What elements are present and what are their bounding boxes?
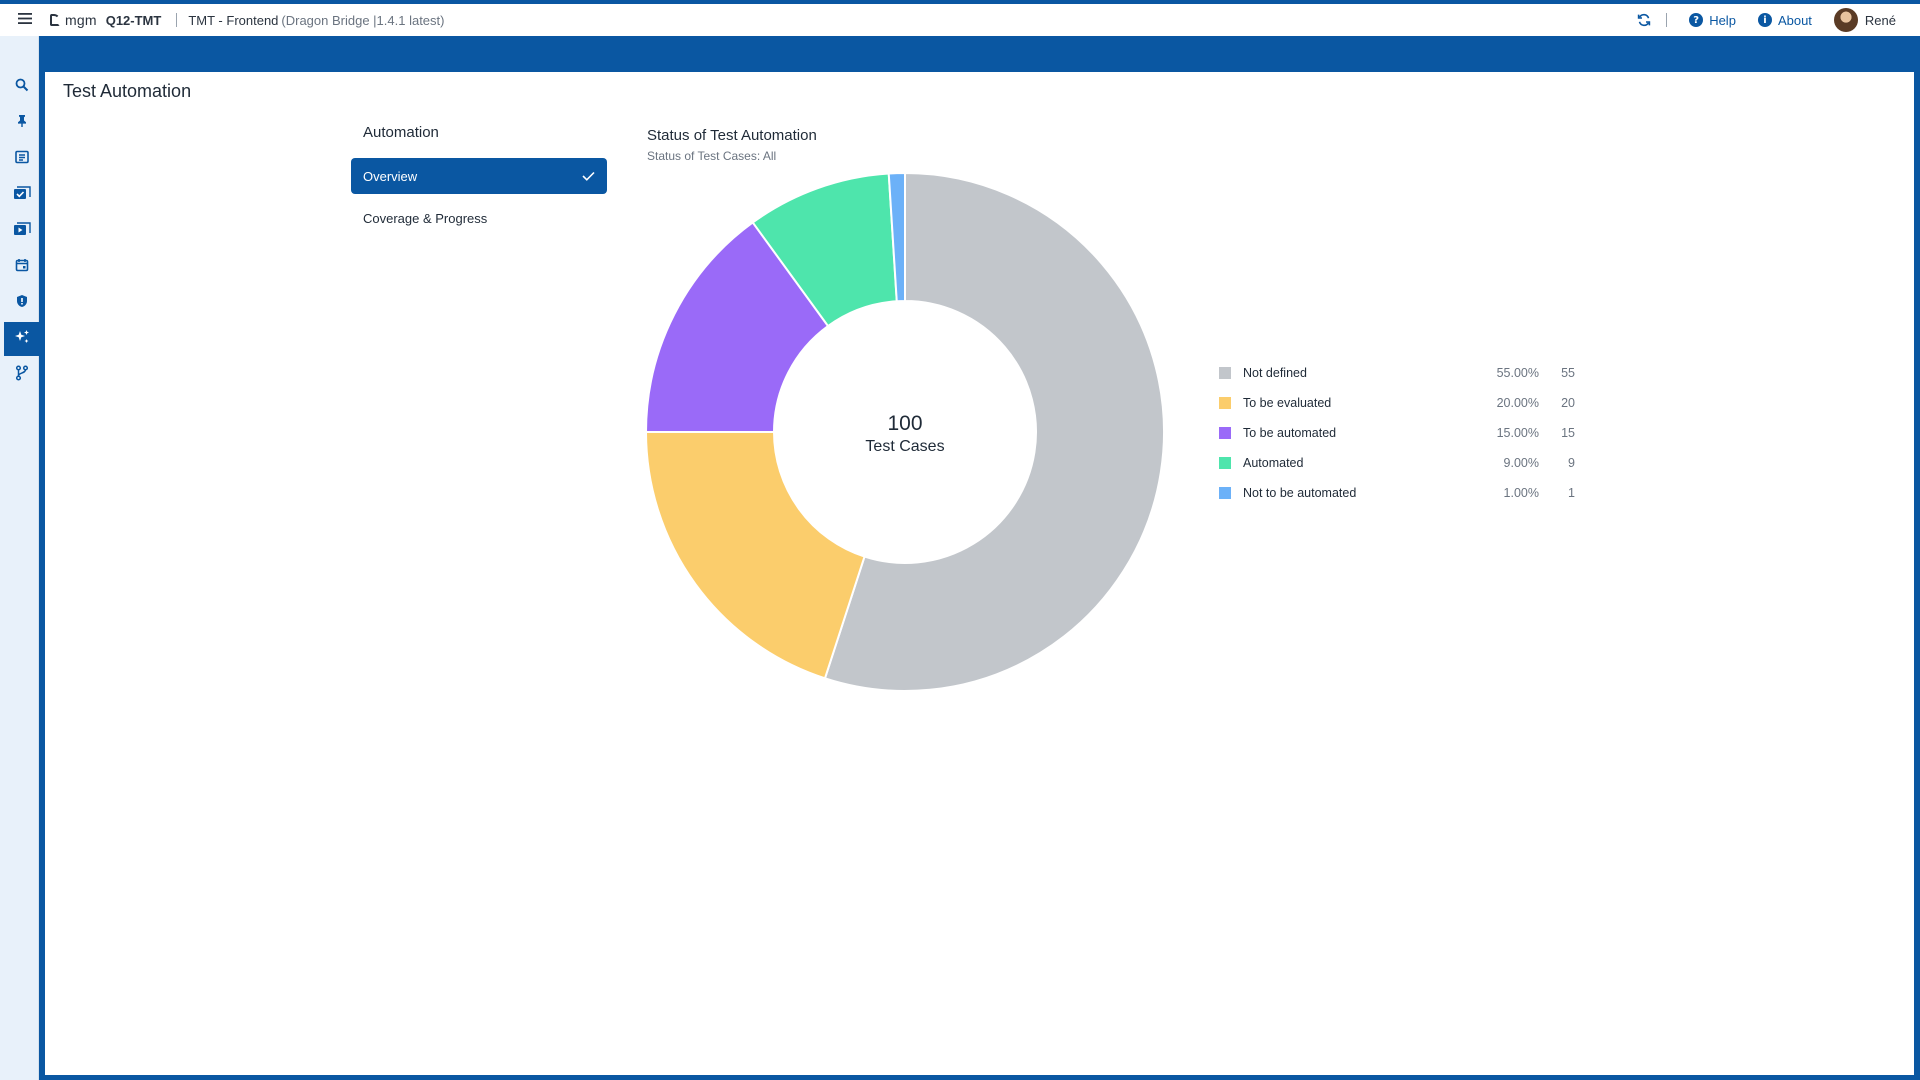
branch-icon — [15, 364, 29, 386]
grid-icon — [14, 150, 29, 169]
legend-label: Not defined — [1243, 366, 1307, 380]
product-name: Q12-TMT — [105, 12, 162, 28]
sidebar-item-search[interactable] — [4, 70, 39, 104]
avatar[interactable] — [1833, 8, 1858, 32]
project-version: (Dragon Bridge |1.4.1 latest) — [281, 12, 445, 28]
info-icon: i — [1757, 13, 1772, 27]
about-label: About — [1777, 12, 1812, 28]
donut-slice-not-defined[interactable] — [823, 172, 1165, 692]
user-name[interactable]: René — [1864, 12, 1896, 28]
legend-count: 15 — [1561, 426, 1575, 440]
sidebar — [0, 36, 39, 1080]
nav-item-coverage-progress[interactable]: Coverage & Progress — [351, 200, 607, 236]
header-actions: ? Help i About René — [1636, 4, 1896, 36]
chart-title: Status of Test Automation — [647, 127, 817, 144]
chart-subtitle: Status of Test Cases: All — [647, 149, 777, 163]
automation-nav-header: Automation — [363, 124, 439, 141]
app-logo[interactable]: mgm Q12-TMT — [50, 12, 161, 28]
page-header-band — [39, 36, 1920, 72]
help-link[interactable]: ? Help — [1689, 13, 1736, 28]
legend-label: To be evaluated — [1243, 396, 1332, 410]
legend-item[interactable]: Automated 9.00% 9 — [1219, 448, 1599, 478]
nav-item-label: Overview — [363, 168, 418, 184]
check-icon — [582, 169, 595, 184]
calendar-icon — [15, 258, 29, 277]
search-icon — [15, 78, 29, 97]
legend-label: Automated — [1243, 456, 1304, 470]
sidebar-item-test-specification[interactable] — [4, 142, 39, 176]
nav-item-overview[interactable]: Overview — [351, 158, 607, 194]
legend-count: 1 — [1568, 486, 1575, 500]
nav-item-label: Coverage & Progress — [363, 210, 488, 226]
logo-text: mgm — [65, 12, 97, 28]
shield-icon — [15, 294, 29, 313]
donut-slice-to-be-automated[interactable] — [645, 221, 830, 433]
donut-slice-to-be-evaluated[interactable] — [645, 431, 866, 680]
donut-slice-not-to-be-automated[interactable] — [887, 172, 906, 303]
sync-icon[interactable] — [1636, 12, 1652, 28]
legend-item[interactable]: To be automated 15.00% 15 — [1219, 418, 1599, 448]
logo-mark-icon — [50, 14, 60, 26]
play-icon — [13, 221, 31, 241]
top-bar: mgm Q12-TMT TMT - Frontend (Dragon Bridg… — [0, 0, 1920, 36]
legend-item[interactable]: To be evaluated 20.00% 20 — [1219, 388, 1599, 418]
pin-icon — [15, 114, 29, 133]
legend-count: 55 — [1561, 366, 1575, 380]
page-title: Test Automation — [63, 81, 192, 101]
legend-percent: 1.00% — [1503, 486, 1539, 500]
automation-nav: Automation Overview Coverage & Progress — [351, 124, 607, 236]
sidebar-item-branches[interactable] — [4, 358, 39, 392]
sidebar-item-planning[interactable] — [4, 250, 39, 284]
legend-percent: 20.00% — [1496, 396, 1539, 410]
help-icon: ? — [1689, 13, 1704, 27]
help-label: Help — [1709, 12, 1736, 28]
legend-item[interactable]: Not to be automated 1.00% 1 — [1219, 478, 1599, 508]
legend-swatch — [1219, 367, 1231, 379]
donut-chart — [645, 172, 1165, 692]
legend-swatch — [1219, 427, 1231, 439]
legend-count: 20 — [1561, 396, 1575, 410]
hamburger-menu-icon — [18, 11, 32, 29]
sidebar-item-pinned[interactable] — [4, 106, 39, 140]
sidebar-item-test-execution[interactable] — [4, 214, 39, 248]
legend-label: To be automated — [1243, 426, 1337, 440]
main-content: Test Automation Automation Overview Cove… — [45, 72, 1914, 1075]
sidebar-item-quality[interactable] — [4, 286, 39, 320]
legend-percent: 55.00% — [1496, 366, 1539, 380]
checklist-icon — [13, 185, 31, 205]
header-divider — [176, 13, 178, 27]
legend-label: Not to be automated — [1243, 486, 1357, 500]
legend-swatch — [1219, 487, 1231, 499]
sidebar-item-test-cases[interactable] — [4, 178, 39, 212]
sidebar-item-automation[interactable] — [4, 322, 39, 356]
legend-item[interactable]: Not defined 55.00% 55 — [1219, 358, 1599, 388]
chart-legend: Not defined 55.00% 55 To be evaluated 20… — [1219, 358, 1599, 508]
about-link[interactable]: i About — [1757, 12, 1812, 28]
legend-count: 9 — [1568, 456, 1575, 470]
header-divider-right — [1666, 13, 1668, 27]
legend-percent: 15.00% — [1496, 426, 1539, 440]
legend-percent: 9.00% — [1503, 456, 1539, 470]
legend-swatch — [1219, 397, 1231, 409]
menu-button[interactable] — [0, 4, 50, 36]
legend-swatch — [1219, 457, 1231, 469]
sparkle-icon — [14, 329, 30, 350]
project-name[interactable]: TMT - Frontend — [188, 12, 279, 28]
